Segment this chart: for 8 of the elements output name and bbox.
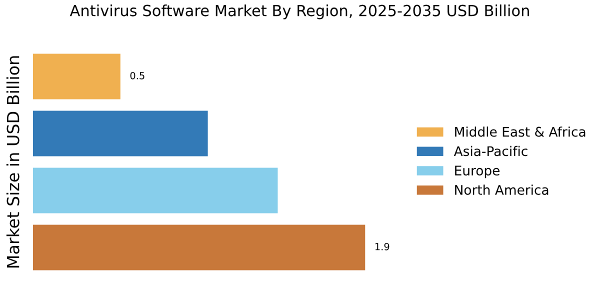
data-label: 0.5 bbox=[130, 72, 144, 80]
chart-title: Antivirus Software Market By Region, 2025-2035 USD Billion bbox=[70, 4, 529, 20]
y-axis-title: Market Size in USD Billion bbox=[6, 56, 20, 268]
legend-label: Europe bbox=[455, 166, 500, 178]
legend-label: North America bbox=[455, 184, 548, 195]
legend-label: Asia-Pacific bbox=[454, 146, 528, 156]
legend-label: Middle East & Africa bbox=[455, 126, 586, 137]
data-label: 1.9 bbox=[375, 242, 390, 250]
